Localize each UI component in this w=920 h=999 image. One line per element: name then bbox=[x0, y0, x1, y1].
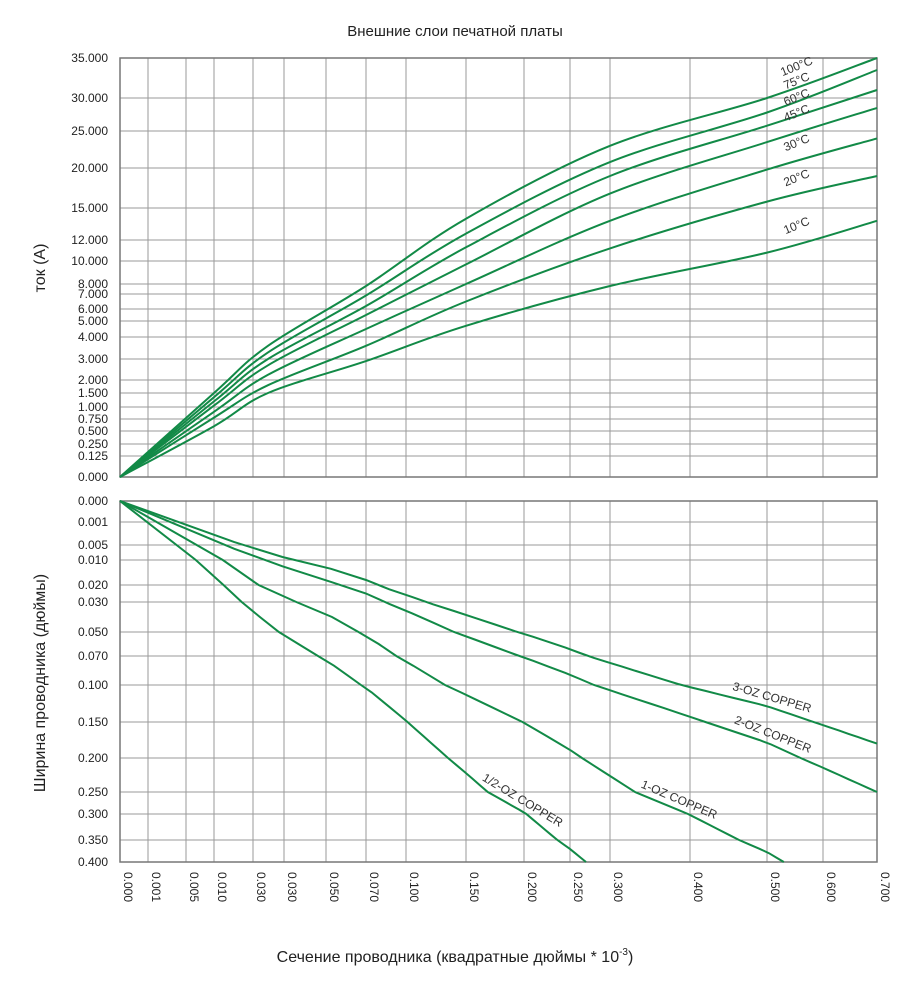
x-tick-label: 0.000 bbox=[121, 872, 135, 902]
x-tick-label: 0.010 bbox=[215, 872, 229, 902]
temperature-curve bbox=[119, 57, 878, 478]
y-tick-label: 0.250 bbox=[78, 785, 108, 799]
temperature-curve bbox=[119, 175, 878, 478]
y-tick-label: 5.000 bbox=[78, 314, 108, 328]
y-tick-label: 20.000 bbox=[71, 161, 108, 175]
y-tick-label: 0.100 bbox=[78, 678, 108, 692]
temperature-curve bbox=[119, 219, 878, 478]
x-tick-label: 0.070 bbox=[367, 872, 381, 902]
y-tick-label: 6.000 bbox=[78, 302, 108, 316]
copper-weight-line bbox=[119, 500, 587, 863]
x-tick-label: 0.400 bbox=[691, 872, 705, 902]
curve-label: 10°C bbox=[781, 214, 811, 237]
y-tick-label: 0.070 bbox=[78, 649, 108, 663]
y-tick-label: 0.150 bbox=[78, 715, 108, 729]
y-tick-label: 4.000 bbox=[78, 330, 108, 344]
y-tick-label: 0.250 bbox=[78, 437, 108, 451]
y-tick-label: 15.000 bbox=[71, 201, 108, 215]
x-tick-label: 0.005 bbox=[187, 872, 201, 902]
x-tick-label: 0.030 bbox=[285, 872, 299, 902]
x-tick-label: 0.150 bbox=[467, 872, 481, 902]
temperature-curve bbox=[119, 89, 878, 478]
x-tick-label: 0.200 bbox=[525, 872, 539, 902]
y-tick-label: 0.030 bbox=[78, 595, 108, 609]
copper-weight-line bbox=[119, 500, 878, 793]
bottom-plot-grid bbox=[119, 500, 878, 863]
x-tick-label: 0.001 bbox=[149, 872, 163, 902]
x-tick-label: 0.050 bbox=[327, 872, 341, 902]
y-tick-label: 10.000 bbox=[71, 254, 108, 268]
y-tick-label: 7.000 bbox=[78, 287, 108, 301]
y-tick-label: 0.300 bbox=[78, 807, 108, 821]
x-tick-labels: 0.000 0.001 0.005 0.010 0.030 0.030 0.050 0.070… bbox=[121, 872, 892, 902]
y-tick-label: 0.750 bbox=[78, 412, 108, 426]
bottom-plot-curves bbox=[119, 500, 878, 863]
x-tick-label: 0.250 bbox=[571, 872, 585, 902]
x-axis-title: Сечение проводника (квадратные дюймы * 1… bbox=[277, 947, 634, 966]
chart-title: Внешние слои печатной платы bbox=[347, 23, 563, 40]
y-tick-label: 0.001 bbox=[78, 515, 108, 529]
y-tick-label: 3.000 bbox=[78, 352, 108, 366]
top-plot-curves bbox=[119, 57, 878, 478]
x-tick-label: 0.100 bbox=[407, 872, 421, 902]
y-tick-label: 0.400 bbox=[78, 855, 108, 869]
y-tick-label: 12.000 bbox=[71, 233, 108, 247]
y-tick-label: 0.020 bbox=[78, 578, 108, 592]
y-tick-label: 0.000 bbox=[78, 494, 108, 508]
x-tick-label: 0.500 bbox=[768, 872, 782, 902]
copper-weight-line bbox=[119, 500, 878, 745]
y-tick-label: 2.000 bbox=[78, 373, 108, 387]
x-axis-title-exponent: -3 bbox=[619, 947, 628, 958]
x-axis-title-text: Сечение проводника (квадратные дюймы * 1… bbox=[277, 949, 620, 966]
y-tick-label: 8.000 bbox=[78, 277, 108, 291]
y-tick-label: 0.010 bbox=[78, 553, 108, 567]
copper-weight-line bbox=[119, 500, 785, 863]
y-tick-label: 0.125 bbox=[78, 449, 108, 463]
y-tick-label: 0.000 bbox=[78, 470, 108, 484]
top-y-axis-title: ток (А) bbox=[32, 244, 49, 293]
x-tick-label: 0.300 bbox=[611, 872, 625, 902]
curve-label: 20°C bbox=[781, 166, 811, 189]
y-tick-label: 0.500 bbox=[78, 424, 108, 438]
temperature-curve bbox=[119, 137, 878, 478]
y-tick-label: 0.005 bbox=[78, 538, 108, 552]
plot-frame bbox=[119, 57, 878, 478]
x-tick-label: 0.030 bbox=[254, 872, 268, 902]
temperature-curve bbox=[119, 106, 878, 478]
plot-frame bbox=[119, 500, 878, 863]
y-tick-label: 1.000 bbox=[78, 400, 108, 414]
temperature-curve bbox=[119, 69, 878, 478]
bottom-y-axis-title: Ширина проводника (дюймы) bbox=[32, 574, 49, 792]
y-tick-label: 30.000 bbox=[71, 91, 108, 105]
x-tick-label: 0.700 bbox=[878, 872, 892, 902]
top-plot-grid bbox=[119, 57, 878, 478]
curve-label: 30°C bbox=[781, 131, 811, 154]
y-tick-label: 1.500 bbox=[78, 386, 108, 400]
y-tick-label: 0.350 bbox=[78, 833, 108, 847]
y-tick-label: 0.200 bbox=[78, 751, 108, 765]
y-tick-label: 35.000 bbox=[71, 51, 108, 65]
x-axis-title-close: ) bbox=[628, 949, 633, 966]
y-tick-label: 25.000 bbox=[71, 124, 108, 138]
y-tick-label: 0.050 bbox=[78, 625, 108, 639]
copper-label: 1/2-OZ COPPER bbox=[480, 771, 566, 830]
x-tick-label: 0.600 bbox=[824, 872, 838, 902]
top-y-tick-labels: 35.000 30.000 25.000 20.000 15.000 12.000 10.0… bbox=[71, 51, 108, 484]
